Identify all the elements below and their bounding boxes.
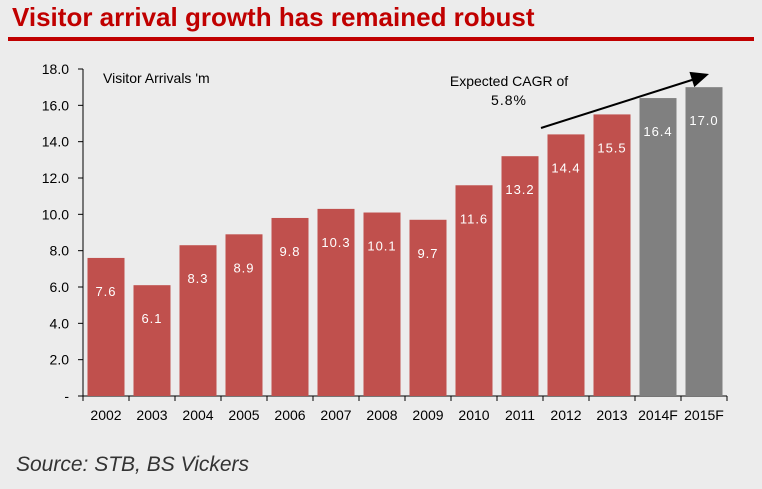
bar-value-label: 15.5 — [597, 140, 626, 155]
bar — [317, 208, 355, 396]
y-tick-label: 10.0 — [42, 206, 69, 222]
bar-value-label: 10.3 — [321, 235, 350, 250]
y-tick-label: 4.0 — [50, 315, 70, 331]
bar-value-label: 13.2 — [505, 182, 534, 197]
bar-value-label: 11.6 — [460, 211, 488, 226]
bar-value-label: 9.7 — [417, 246, 438, 261]
cagr-annotation-line1: Expected CAGR of — [450, 73, 568, 89]
cagr-annotation-line2: 5.8% — [491, 92, 527, 108]
bar — [685, 87, 723, 397]
x-category-label: 2013 — [596, 407, 627, 423]
x-category-label: 2015F — [684, 407, 724, 423]
x-category-label: 2010 — [458, 407, 489, 423]
bar — [87, 257, 125, 396]
bar-value-label: 16.4 — [643, 124, 672, 139]
y-tick-label: 18.0 — [42, 61, 69, 77]
y-tick-label: 8.0 — [50, 243, 70, 259]
y-tick-label: 14.0 — [42, 134, 69, 150]
bar-value-label: 17.0 — [689, 113, 718, 128]
y-tick-label: 2.0 — [50, 352, 70, 368]
bar-value-label: 8.9 — [233, 260, 254, 275]
x-category-label: 2012 — [550, 407, 581, 423]
bar — [409, 219, 447, 396]
x-category-label: 2014F — [638, 407, 678, 423]
x-category-label: 2004 — [182, 407, 213, 423]
title-underline — [8, 37, 754, 41]
bar — [179, 245, 217, 396]
y-axis-label: Visitor Arrivals 'm — [103, 70, 210, 86]
bar — [501, 156, 539, 396]
y-tick-label: - — [64, 388, 69, 404]
cagr-arrow-line — [540, 78, 696, 129]
x-category-label: 2005 — [228, 407, 259, 423]
x-category-label: 2009 — [412, 407, 443, 423]
bar — [547, 134, 585, 396]
bar-value-label: 14.4 — [551, 160, 580, 175]
bar-value-label: 9.8 — [279, 244, 300, 259]
cagr-arrowhead-icon — [689, 71, 709, 88]
bar-value-label: 8.3 — [187, 271, 208, 286]
x-category-label: 2007 — [320, 407, 351, 423]
bar-value-label: 6.1 — [141, 311, 162, 326]
source-note: Source: STB, BS Vickers — [16, 453, 250, 476]
bar — [225, 234, 263, 396]
bar — [593, 114, 631, 397]
y-tick-label: 12.0 — [42, 170, 69, 186]
y-tick-label: 16.0 — [42, 97, 69, 113]
bar — [271, 217, 309, 396]
bar-value-label: 7.6 — [95, 284, 116, 299]
bar — [363, 212, 401, 396]
bar — [639, 98, 677, 397]
x-category-label: 2002 — [90, 407, 121, 423]
bar-value-label: 10.1 — [367, 239, 396, 254]
y-tick-label: 6.0 — [50, 279, 70, 295]
x-category-label: 2008 — [366, 407, 397, 423]
x-category-label: 2006 — [274, 407, 305, 423]
bar — [133, 285, 171, 396]
page-title: Visitor arrival growth has remained robu… — [12, 2, 535, 32]
x-category-label: 2011 — [505, 407, 535, 423]
bar — [455, 185, 493, 396]
x-category-label: 2003 — [136, 407, 167, 423]
